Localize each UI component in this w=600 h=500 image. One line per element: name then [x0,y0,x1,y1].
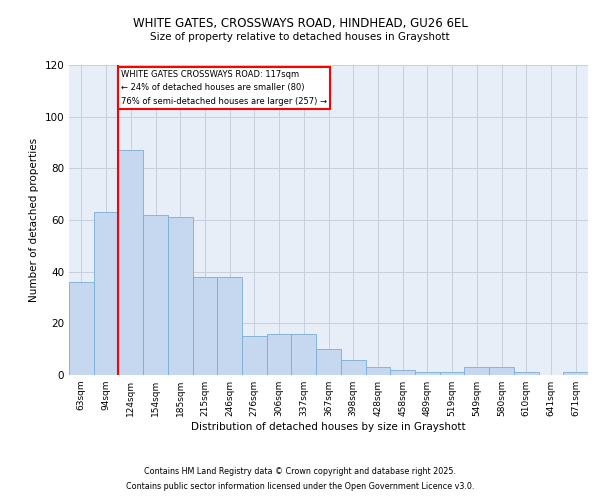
Bar [440,372,464,375]
Bar [118,150,143,375]
Bar [464,367,489,375]
Bar [217,277,242,375]
Bar [168,218,193,375]
Bar [489,367,514,375]
Bar [193,277,217,375]
Bar [390,370,415,375]
Bar [316,349,341,375]
Bar [341,360,365,375]
Bar [365,367,390,375]
Bar [242,336,267,375]
Bar [267,334,292,375]
Bar [292,334,316,375]
X-axis label: Distribution of detached houses by size in Grayshott: Distribution of detached houses by size … [191,422,466,432]
Y-axis label: Number of detached properties: Number of detached properties [29,138,39,302]
Bar [514,372,539,375]
Bar [563,372,588,375]
Bar [143,215,168,375]
Text: Contains public sector information licensed under the Open Government Licence v3: Contains public sector information licen… [126,482,474,491]
Bar [94,212,118,375]
Bar [69,282,94,375]
Text: Size of property relative to detached houses in Grayshott: Size of property relative to detached ho… [150,32,450,42]
Text: WHITE GATES CROSSWAYS ROAD: 117sqm
← 24% of detached houses are smaller (80)
76%: WHITE GATES CROSSWAYS ROAD: 117sqm ← 24%… [121,70,327,106]
Bar [415,372,440,375]
Text: WHITE GATES, CROSSWAYS ROAD, HINDHEAD, GU26 6EL: WHITE GATES, CROSSWAYS ROAD, HINDHEAD, G… [133,18,467,30]
Text: Contains HM Land Registry data © Crown copyright and database right 2025.: Contains HM Land Registry data © Crown c… [144,467,456,476]
